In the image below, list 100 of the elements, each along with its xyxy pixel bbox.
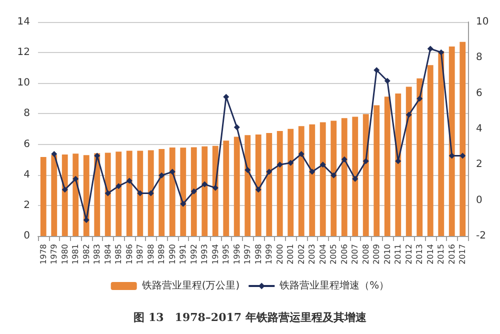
y2-tick-label: 6	[476, 88, 482, 99]
bar	[330, 120, 337, 236]
x-tick-label: 2015	[436, 244, 446, 264]
bar	[244, 135, 251, 236]
bar	[223, 140, 230, 236]
x-tick-label: 2013	[415, 244, 424, 264]
bar	[448, 46, 455, 236]
bar	[72, 154, 79, 236]
y2-tick-label: 10	[476, 16, 489, 28]
x-tick-label: 1990	[168, 244, 177, 264]
point	[51, 150, 58, 157]
point	[126, 178, 132, 184]
point	[352, 176, 358, 182]
point	[212, 184, 218, 191]
x-tick-label: 1993	[200, 244, 210, 264]
bar	[309, 124, 316, 236]
x-tick-label: 1999	[264, 244, 274, 264]
bar	[352, 116, 358, 236]
point	[266, 168, 272, 175]
bar	[395, 94, 402, 236]
y-tick-label: 12	[17, 47, 30, 58]
legend-label: 铁路营业里程(万公里)	[140, 280, 240, 292]
point	[460, 152, 466, 159]
point	[320, 162, 326, 168]
y-tick-label: 8	[24, 108, 30, 120]
point	[374, 67, 380, 74]
x-tick-label: 1995	[222, 244, 231, 264]
x-tick-label: 2003	[308, 244, 317, 264]
bar	[126, 150, 132, 236]
y2-tick-label: 2	[476, 159, 482, 170]
point	[223, 94, 230, 100]
bar	[374, 105, 380, 236]
point	[438, 49, 444, 56]
x-tick-label: 1998	[254, 244, 263, 264]
point	[416, 96, 423, 102]
bar	[116, 152, 122, 236]
bar	[169, 147, 176, 236]
point	[169, 168, 176, 175]
point	[255, 186, 262, 193]
x-tick-label: 1978	[38, 244, 48, 264]
bar	[255, 134, 262, 236]
bar	[384, 96, 390, 236]
bar	[362, 114, 369, 236]
bar	[234, 136, 240, 236]
y-tick-label: 14	[17, 16, 30, 28]
bar	[51, 154, 58, 236]
y2-tick-label: 4	[476, 124, 482, 134]
x-tick-label: 2014	[426, 244, 435, 264]
bar	[266, 132, 272, 236]
point	[384, 78, 390, 84]
point	[288, 160, 294, 166]
point	[158, 172, 165, 178]
bar	[288, 128, 294, 236]
bar	[460, 42, 466, 236]
x-tick-label: 1994	[210, 244, 220, 264]
bar	[427, 65, 434, 236]
bar	[276, 130, 283, 236]
point	[116, 183, 122, 190]
point	[427, 46, 434, 52]
point	[62, 186, 68, 193]
x-tick-label: 1979	[50, 244, 59, 264]
y-tick-label: 4	[24, 169, 30, 180]
x-tick-label: 1985	[114, 244, 124, 264]
x-tick-label: 2010	[382, 244, 392, 264]
x-tick-label: 1992	[189, 244, 198, 264]
point	[276, 162, 283, 168]
bar	[190, 147, 197, 236]
x-tick-label: 1991	[178, 244, 188, 264]
bar	[180, 148, 186, 236]
point	[298, 150, 304, 157]
bar	[104, 152, 111, 236]
bar	[320, 122, 326, 236]
x-tick-label: 1997	[243, 244, 252, 264]
point	[309, 168, 316, 175]
x-tick-label: 1996	[232, 244, 242, 264]
x-tick-label: 1984	[103, 244, 112, 264]
point	[341, 156, 348, 162]
bar	[416, 78, 423, 236]
legend-label: 铁路营业里程增速（%）	[278, 280, 390, 292]
x-tick-label: 1987	[136, 244, 145, 264]
x-tick-label: 1989	[157, 244, 166, 264]
x-tick-label: 1980	[60, 244, 70, 264]
bar	[438, 51, 444, 236]
bar	[406, 86, 412, 236]
x-tick-label: 2005	[329, 244, 338, 264]
x-tick-label: 1981	[71, 244, 80, 264]
point	[190, 188, 197, 194]
point	[362, 158, 369, 164]
bar	[62, 154, 68, 236]
y-tick-label: 10	[17, 78, 30, 89]
x-tick-label: 2007	[350, 244, 360, 264]
x-tick-label: 2017	[458, 244, 468, 264]
x-tick-label: 1983	[92, 244, 102, 264]
y-tick-label: 0	[24, 230, 30, 242]
bar	[298, 126, 304, 236]
x-tick-label: 2002	[296, 244, 306, 264]
x-tick-label: 2016	[447, 244, 456, 264]
x-tick-label: 2011	[394, 244, 403, 264]
point	[244, 167, 251, 174]
x-tick-label: 2008	[361, 244, 370, 264]
